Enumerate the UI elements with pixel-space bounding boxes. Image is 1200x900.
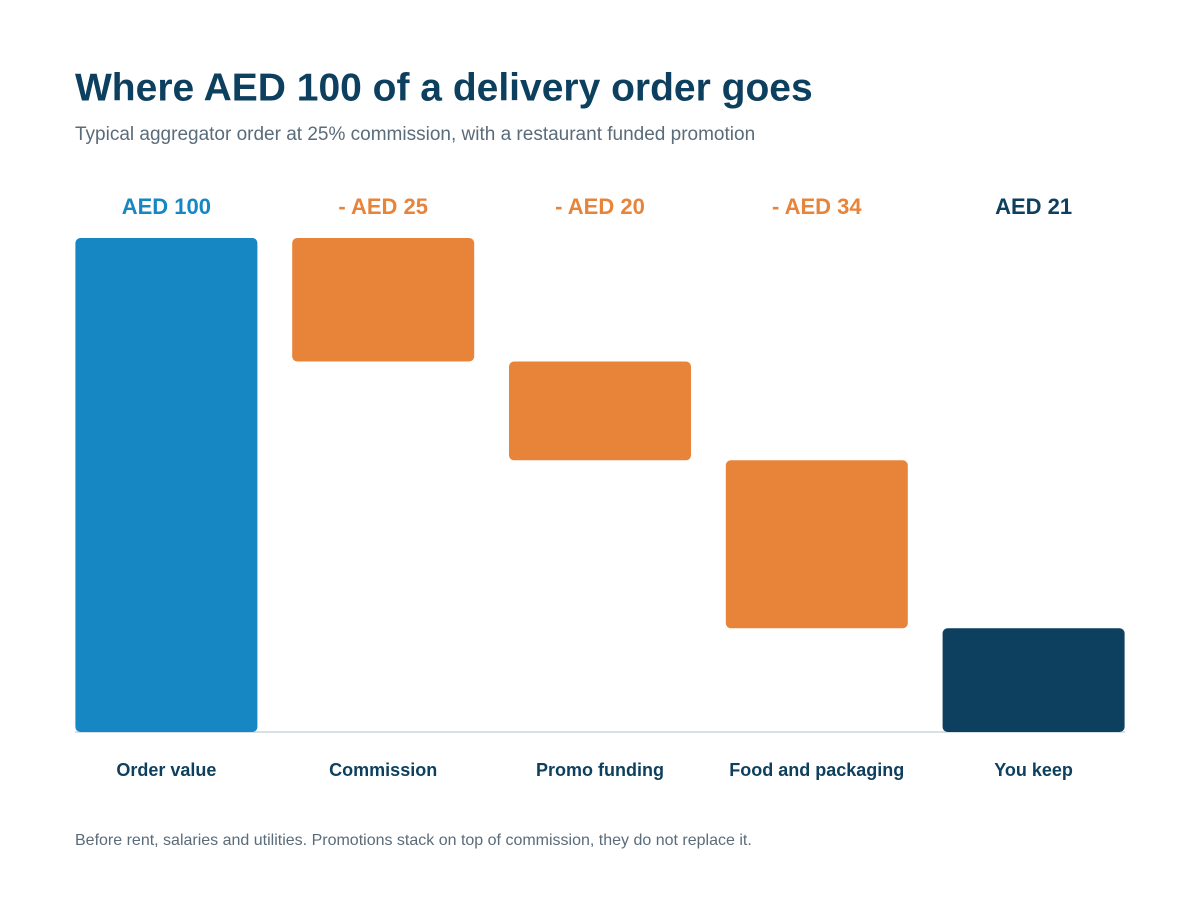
footnote: Before rent, salaries and utilities. Pro…: [75, 832, 752, 849]
chart-title: Where AED 100 of a delivery order goes: [75, 66, 813, 109]
bar: [75, 238, 258, 732]
x-tick-label: You keep: [994, 760, 1073, 780]
bar: [725, 460, 908, 629]
x-tick-label: Food and packaging: [729, 760, 904, 780]
value-label: - AED 25: [338, 194, 428, 219]
bar: [509, 361, 691, 461]
chart-subtitle: Typical aggregator order at 25% commissi…: [75, 124, 755, 145]
bar: [292, 238, 475, 362]
value-label: - AED 20: [555, 194, 645, 219]
x-tick-label: Promo funding: [536, 760, 664, 780]
value-label: AED 100: [122, 194, 211, 219]
value-label: AED 21: [995, 194, 1072, 219]
bar: [942, 628, 1125, 732]
x-tick-label: Commission: [329, 760, 437, 780]
x-tick-label: Order value: [116, 760, 216, 780]
value-label: - AED 34: [772, 194, 862, 219]
